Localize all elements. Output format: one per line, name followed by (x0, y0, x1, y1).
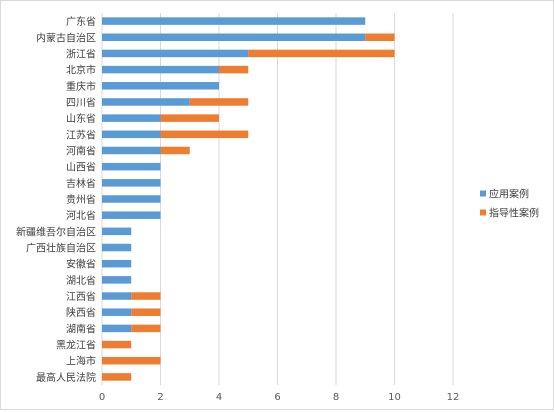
bar-application-case (102, 308, 132, 316)
bar-application-case (102, 243, 132, 252)
value-axis-labels: 0 2 4 6 8 10 12 (99, 392, 460, 403)
bar-application-case (102, 65, 219, 74)
category-label: 陕西省 (66, 306, 96, 319)
category-label: 河南省 (66, 144, 96, 157)
bar-guiding-case (131, 308, 161, 316)
bar-guiding-case (248, 49, 395, 58)
category-label: 湖北省 (66, 274, 96, 287)
category-label: 最高人民法院 (36, 371, 96, 384)
category-label: 重庆市 (66, 80, 96, 93)
legend-label: 指导性案例 (489, 207, 539, 220)
category-label: 四川省 (66, 96, 96, 109)
category-label: 广西壮族自治区 (26, 242, 96, 255)
bar-application-case (102, 195, 161, 203)
category-label: 浙江省 (66, 47, 96, 60)
bar-application-case (102, 259, 132, 268)
x-tick-label: 4 (216, 392, 222, 403)
category-label: 安徽省 (66, 258, 96, 271)
gridlines (101, 13, 454, 385)
legend-swatch (480, 209, 486, 216)
bar-application-case (102, 114, 161, 122)
bar-guiding-case (131, 324, 161, 333)
bar-application-case (102, 130, 161, 139)
category-label: 黑龙江省 (56, 339, 96, 352)
bar-application-case (102, 33, 366, 42)
bar-application-case (102, 292, 132, 300)
x-tick-label: 6 (274, 392, 280, 403)
category-label: 山东省 (66, 112, 96, 125)
category-label: 山西省 (66, 161, 96, 174)
category-label: 新疆维吾尔自治区 (16, 225, 96, 238)
bar-application-case (102, 162, 161, 171)
bar-guiding-case (189, 98, 249, 106)
bar-series (102, 17, 395, 381)
bar-application-case (102, 49, 249, 58)
bar-application-case (102, 276, 132, 284)
bar-application-case (102, 227, 132, 236)
category-label: 贵州省 (66, 193, 96, 206)
category-label: 江苏省 (66, 128, 96, 141)
bar-guiding-case (102, 340, 132, 349)
bar-application-case (102, 98, 190, 106)
x-tick-label: 0 (99, 392, 105, 403)
bar-application-case (102, 324, 132, 333)
category-label: 广东省 (66, 15, 96, 28)
category-label: 内蒙古自治区 (36, 31, 96, 44)
legend-swatch (480, 190, 486, 197)
bar-guiding-case (102, 356, 161, 365)
bar-guiding-case (160, 130, 249, 139)
bar-application-case (102, 82, 219, 90)
category-label: 河北省 (66, 209, 96, 222)
category-label: 吉林省 (66, 177, 96, 190)
bar-application-case (102, 17, 366, 25)
bar-guiding-case (160, 114, 219, 122)
x-tick-label: 12 (447, 392, 460, 403)
bar-guiding-case (102, 373, 132, 381)
bar-guiding-case (160, 146, 190, 155)
category-label: 湖南省 (66, 322, 96, 335)
category-axis-labels: 广东省内蒙古自治区浙江省北京市重庆市四川省山东省江苏省河南省山西省吉林省贵州省河… (16, 15, 96, 384)
bar-guiding-case (365, 33, 395, 42)
x-tick-label: 10 (388, 392, 401, 403)
legend-label: 应用案例 (489, 188, 529, 201)
x-tick-label: 2 (157, 392, 163, 403)
bar-application-case (102, 211, 161, 219)
bar-guiding-case (131, 292, 161, 300)
bar-guiding-case (219, 65, 249, 74)
category-label: 江西省 (66, 290, 96, 303)
category-label: 上海市 (66, 355, 96, 368)
category-label: 北京市 (66, 64, 96, 77)
bar-application-case (102, 179, 161, 187)
x-tick-label: 8 (333, 392, 339, 403)
bar-application-case (102, 146, 161, 155)
